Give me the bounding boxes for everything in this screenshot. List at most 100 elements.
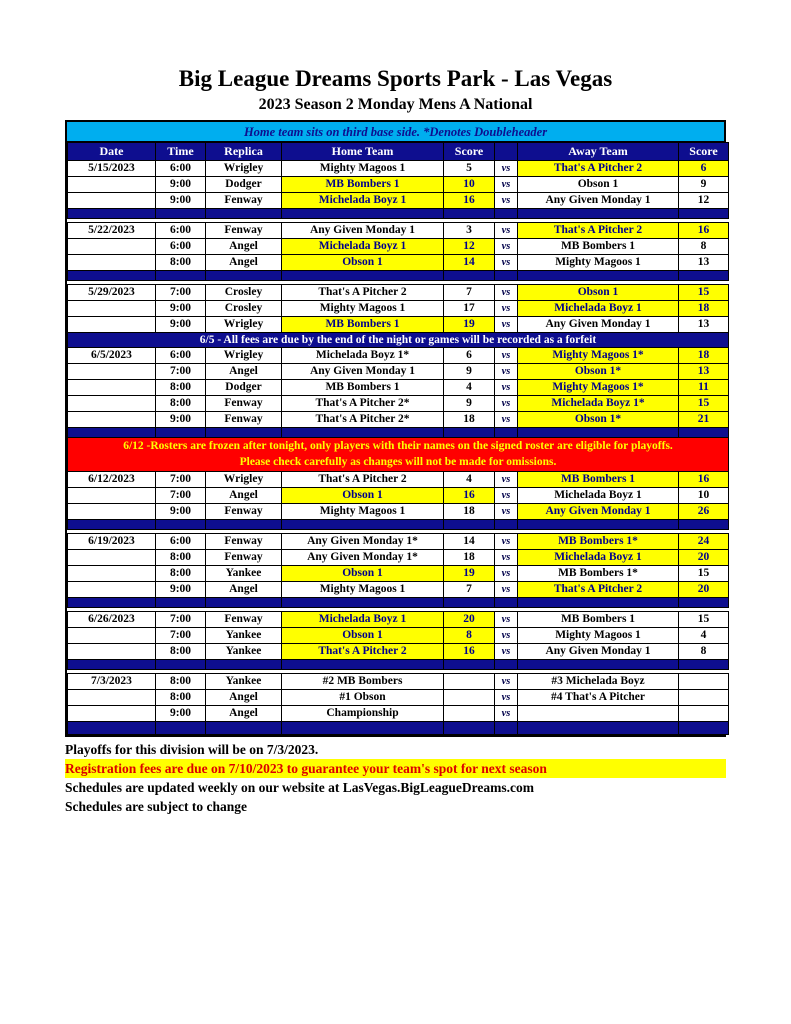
home-team-cell: #2 MB Bombers [281,673,444,690]
separator-cell [678,208,729,219]
replica-cell: Crosley [205,284,282,301]
separator-row [67,721,729,735]
vs-label: vs [494,471,518,488]
date-cell: 5/22/2023 [67,222,156,239]
home-score-cell: 19 [443,565,495,582]
separator-cell [494,519,518,530]
home-team-cell: Mighty Magoos 1 [281,503,444,520]
column-header-vs [494,142,518,161]
separator-cell [517,270,679,281]
separator-cell [281,427,444,438]
footer-website-note: Schedules are updated weekly on our webs… [65,780,535,795]
separator-row [67,519,729,530]
separator-cell [155,427,206,438]
replica-cell: Fenway [205,611,282,628]
separator-cell [67,270,156,281]
game-row: 7:00 Angel Obson 1 16 vs Michelada Boyz 1 10 [67,487,729,504]
vs-label: vs [494,316,518,333]
roster-freeze-notice-row: 6/12 -Rosters are frozen after tonight, … [67,437,729,472]
time-cell: 8:00 [155,379,206,396]
separator-cell [67,597,156,608]
home-team-cell: Michelada Boyz 1 [281,238,444,255]
away-score-cell: 21 [678,411,729,428]
home-team-cell: Obson 1 [281,627,444,644]
separator-cell [155,659,206,670]
away-team-cell: Any Given Monday 1 [517,316,679,333]
table-body: 5/15/2023 6:00 Wrigley Mighty Magoos 1 5 vs Th… [67,160,729,735]
game-row: 7:00 Angel Any Given Monday 1 9 vs Obson 1* 13 [67,363,729,380]
separator-cell [443,270,495,281]
roster-freeze-notice: 6/12 -Rosters are frozen after tonight, … [67,437,729,472]
home-score-cell: 9 [443,395,495,412]
separator-cell [281,597,444,608]
home-team-cell: MB Bombers 1 [281,316,444,333]
replica-cell: Fenway [205,549,282,566]
away-score-cell: 16 [678,222,729,239]
replica-cell: Fenway [205,222,282,239]
separator-row [67,659,729,670]
home-score-cell: 3 [443,222,495,239]
time-cell: 8:00 [155,643,206,660]
game-row: 9:00 Fenway That's A Pitcher 2* 18 vs Obson 1… [67,411,729,428]
home-team-cell: MB Bombers 1 [281,379,444,396]
replica-cell: Yankee [205,643,282,660]
date-cell [67,395,156,412]
date-cell: 6/5/2023 [67,347,156,364]
separator-cell [494,721,518,735]
date-cell: 7/3/2023 [67,673,156,690]
home-team-cell: Michelada Boyz 1 [281,192,444,209]
away-score-cell: 4 [678,627,729,644]
date-cell [67,487,156,504]
separator-cell [517,208,679,219]
time-cell: 9:00 [155,300,206,317]
replica-cell: Wrigley [205,316,282,333]
separator-cell [517,659,679,670]
home-team-cell: That's A Pitcher 2* [281,411,444,428]
home-score-cell: 16 [443,643,495,660]
footer: Playoffs for this division will be on 7/… [65,740,791,816]
replica-cell: Yankee [205,565,282,582]
schedule-table: Date Time Replica Home Team Score Away Team Sc… [67,142,729,735]
column-header-home-team-3: Home Team [281,142,444,161]
spacer-cell [67,280,729,285]
replica-cell: Yankee [205,673,282,690]
away-score-cell: 15 [678,395,729,412]
roster-freeze-notice-line: Please check carefully as changes will n… [239,455,557,468]
home-score-cell: 4 [443,379,495,396]
spacer-row [67,607,729,612]
away-team-cell: Obson 1 [517,284,679,301]
away-score-cell: 6 [678,160,729,177]
game-row: 8:00 Fenway That's A Pitcher 2* 9 vs Michelad… [67,395,729,412]
replica-cell: Wrigley [205,160,282,177]
time-cell: 8:00 [155,254,206,271]
separator-row [67,208,729,219]
time-cell: 6:00 [155,222,206,239]
date-cell [67,192,156,209]
date-cell [67,565,156,582]
separator-cell [678,721,729,735]
replica-cell: Angel [205,487,282,504]
time-cell: 9:00 [155,503,206,520]
replica-cell: Wrigley [205,347,282,364]
date-cell [67,238,156,255]
separator-cell [155,519,206,530]
game-row: 8:00 Angel Obson 1 14 vs Mighty Magoos 1 13 [67,254,729,271]
time-cell: 8:00 [155,395,206,412]
home-team-cell: Obson 1 [281,254,444,271]
home-score-cell: 16 [443,192,495,209]
date-cell: 5/29/2023 [67,284,156,301]
schedule-table-container: Home team sits on third base side. *Deno… [65,120,729,737]
away-score-cell: 10 [678,487,729,504]
away-team-cell: MB Bombers 1 [517,611,679,628]
separator-cell [678,427,729,438]
away-team-cell: Obson 1* [517,411,679,428]
separator-cell [517,597,679,608]
separator-cell [155,270,206,281]
footer-subject-to-change-note: Schedules are subject to change [65,799,247,814]
banner-note: Home team sits on third base side. *Deno… [67,122,724,142]
time-cell: 6:00 [155,347,206,364]
spacer-row [67,280,729,285]
away-team-cell: MB Bombers 1* [517,565,679,582]
